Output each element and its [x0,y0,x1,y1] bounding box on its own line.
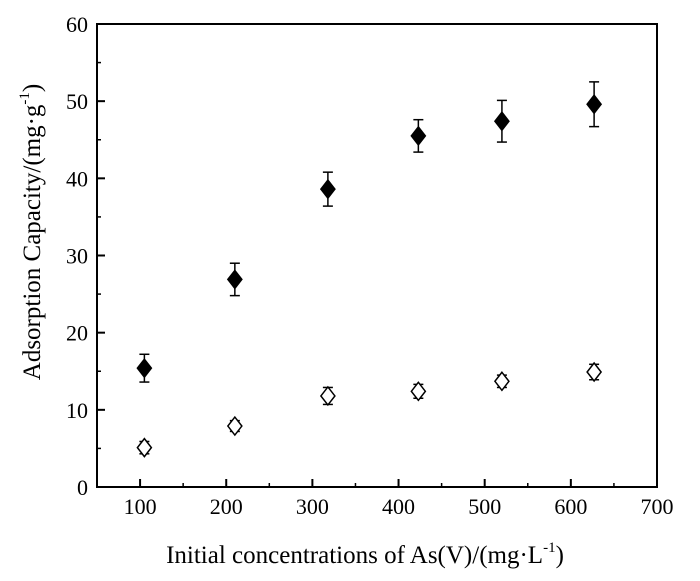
open-diamond-point [410,381,427,402]
y-tick-label: 40 [66,166,88,191]
y-tick-label: 30 [66,244,88,269]
x-tick-label: 700 [641,494,674,519]
plot-frame [96,23,658,488]
x-tick-label: 100 [124,494,157,519]
axis-tick-labels: 100 200 300 400 500 600 700 0 10 20 30 40 50 60 [66,12,674,519]
y-tick-label: 60 [66,12,88,37]
y-tick-label: 20 [66,321,88,346]
filled-diamond-point [226,269,243,290]
filled-diamond-point [410,125,427,147]
x-tick-label: 600 [554,494,587,519]
open-diamond-point [319,385,336,407]
filled-diamond-point [586,94,603,115]
y-tick-label: 10 [66,398,88,423]
open-diamond-point [226,415,243,437]
y-axis-title: Adsorption Capacity/(mg·g-1) [17,84,46,380]
filled-diamond-point [493,111,510,132]
axis-ticks [97,23,658,488]
filled-diamond-point [136,357,153,379]
open-diamond-point [586,361,603,383]
open-diamond-point [136,437,153,458]
x-tick-label: 300 [296,494,329,519]
filled-diamond-point [319,178,336,200]
y-tick-label: 50 [66,89,88,114]
x-tick-label: 500 [468,494,501,519]
x-axis-title: Initial concentrations of As(V)/(mg·L-1) [166,540,564,569]
y-tick-label: 0 [77,475,88,500]
x-tick-label: 200 [210,494,243,519]
open-diamond-point [493,371,510,392]
data-marks [136,81,603,458]
x-tick-label: 400 [382,494,415,519]
